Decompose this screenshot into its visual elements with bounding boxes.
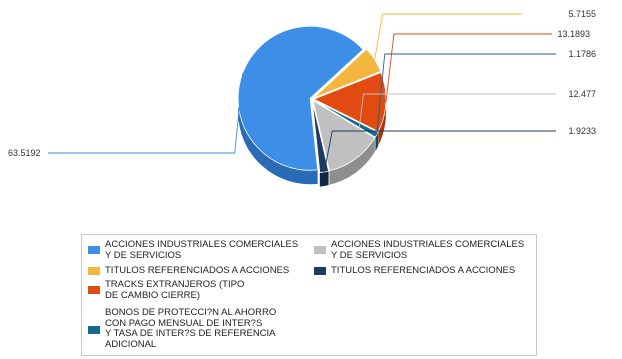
legend-label: ACCIONES INDUSTRIALES COMERCIALES Y DE S… xyxy=(105,239,299,261)
leader-line xyxy=(355,93,556,159)
leader-line xyxy=(323,130,556,173)
data-label: 12.477 xyxy=(568,89,596,99)
data-label: 1.1786 xyxy=(568,49,596,59)
pie-slice xyxy=(313,99,379,138)
pie-slice-side xyxy=(319,171,329,187)
pie-slice-side xyxy=(375,132,379,152)
legend-swatch xyxy=(88,326,100,334)
legend-label: TRACKS EXTRANJEROS (TIPO DE CAMBIO CIERR… xyxy=(105,279,245,301)
pie-chart: 63.5192 5.7155 13.1893 1.1786 12.477 1.9233 xyxy=(8,9,596,187)
legend-item: TRACKS EXTRANJEROS (TIPO DE CAMBIO CIERR… xyxy=(88,279,306,302)
data-labels: 63.5192 5.7155 13.1893 1.1786 12.477 1.9233 xyxy=(8,9,596,158)
legend-label: TITULOS REFERENCIADOS A ACCIONES xyxy=(105,265,290,276)
leader-line xyxy=(376,53,556,135)
leader-line xyxy=(48,72,244,154)
pie-slices xyxy=(237,25,387,174)
legend-swatch xyxy=(88,246,100,254)
pie-slice xyxy=(311,100,330,174)
legend-item: BONOS DE PROTECCI?N AL AHORRO CON PAGO M… xyxy=(88,307,306,352)
pie-slice xyxy=(313,71,387,133)
legend-label: ACCIONES INDUSTRIALES COMERCIALES Y DE S… xyxy=(331,239,525,261)
data-label: 1.9233 xyxy=(568,126,596,136)
legend-swatch xyxy=(88,286,100,294)
pie-slice-side xyxy=(378,99,386,146)
legend-item: ACCIONES INDUSTRIALES COMERCIALES Y DE S… xyxy=(314,239,532,262)
legend-swatch xyxy=(314,246,326,254)
leader-lines xyxy=(48,13,556,173)
legend-item: ACCIONES INDUSTRIALES COMERCIALES Y DE S… xyxy=(88,239,306,262)
data-label: 13.1893 xyxy=(557,29,590,39)
legend-item: TITULOS REFERENCIADOS A ACCIONES xyxy=(88,265,306,277)
legend-label: BONOS DE PROTECCI?N AL AHORRO CON PAGO M… xyxy=(105,307,277,350)
legend-swatch xyxy=(88,267,100,275)
pie-slice-side xyxy=(238,98,318,185)
leader-line xyxy=(374,13,522,60)
data-label: 5.7155 xyxy=(568,9,596,19)
data-label: 63.5192 xyxy=(8,148,41,158)
leader-line xyxy=(385,33,552,103)
legend-item: TITULOS REFERENCIADOS A ACCIONES xyxy=(314,265,532,277)
legend-label: TITULOS REFERENCIADOS A ACCIONES xyxy=(331,265,516,276)
legend-swatch xyxy=(314,267,326,275)
chart-legend: ACCIONES INDUSTRIALES COMERCIALES Y DE S… xyxy=(81,234,537,356)
